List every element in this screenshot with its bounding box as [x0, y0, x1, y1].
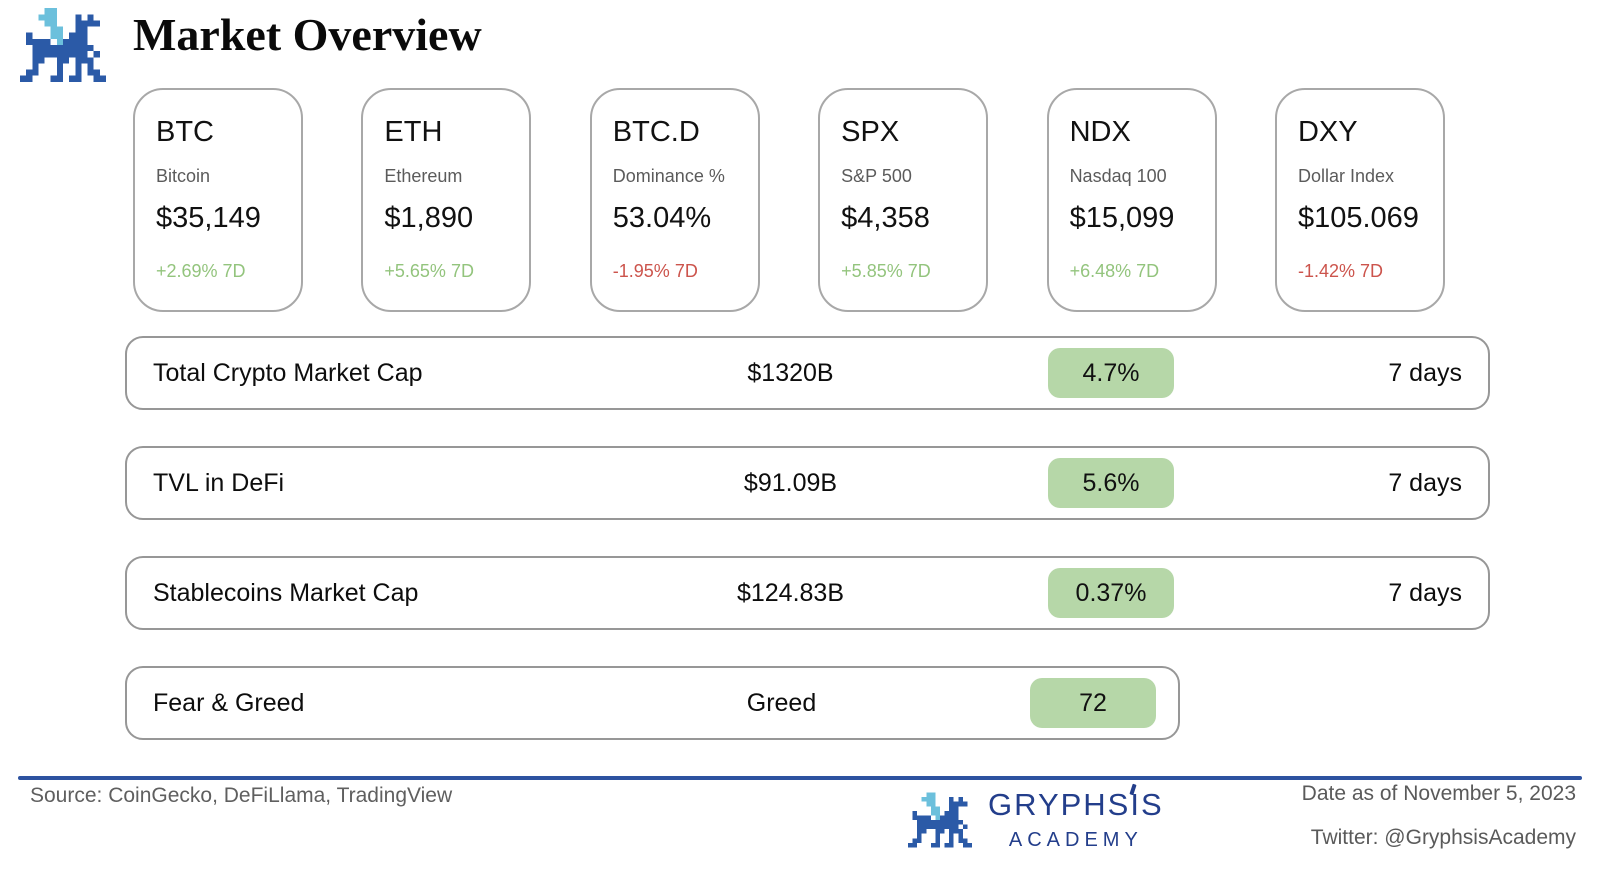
gryphsis-dragon-footer-icon — [908, 792, 972, 848]
metric-value: Greed — [746, 688, 817, 717]
page-title: Market Overview — [133, 9, 482, 60]
metric-label: Stablecoins Market Cap — [153, 578, 419, 607]
metric-change-badge: 5.6% — [1048, 458, 1174, 508]
metric-row-tvl-defi: TVL in DeFi $91.09B 5.6% 7 days — [125, 446, 1490, 520]
ticker-change-7d: +5.85% 7D — [841, 261, 931, 281]
brand-subtitle: ACADEMY — [1008, 829, 1143, 852]
ticker-name: S&P 500 — [841, 166, 912, 186]
brand-text: GRYPHSIS ACADEMY — [988, 787, 1164, 852]
ticker-name: Ethereum — [384, 166, 463, 186]
ticker-change-7d: -1.95% 7D — [612, 261, 698, 281]
ticker-symbol: NDX — [1069, 116, 1131, 148]
ticker-symbol: SPX — [841, 116, 900, 148]
report-date: Date as of November 5, 2023 — [1301, 782, 1576, 805]
metric-value: $124.83B — [736, 578, 845, 607]
metric-period: 7 days — [1388, 358, 1462, 387]
metric-row-total-crypto-market-cap: Total Crypto Market Cap $1320B 4.7% 7 da… — [125, 336, 1490, 410]
metric-period: 7 days — [1388, 468, 1462, 497]
source-attribution: Source: CoinGecko, DeFiLlama, TradingVie… — [30, 784, 453, 807]
metric-value: $91.09B — [743, 468, 838, 497]
metric-rows: Total Crypto Market Cap $1320B 4.7% 7 da… — [125, 336, 1490, 776]
ticker-value: $4,358 — [841, 202, 930, 234]
footer-brand: GRYPHSIS ACADEMY — [908, 780, 1164, 852]
ticker-card-spx: SPX S&P 500 $4,358 +5.85% 7D — [818, 88, 989, 312]
ticker-card-btc-dominance: BTC.D Dominance % 53.04% -1.95% 7D — [589, 88, 760, 312]
metric-change-badge: 4.7% — [1048, 348, 1174, 398]
ticker-symbol: DXY — [1297, 116, 1358, 148]
ticker-name: Dollar Index — [1297, 166, 1394, 186]
ticker-value: $1,890 — [384, 202, 474, 234]
metric-label: Fear & Greed — [153, 688, 305, 717]
twitter-handle: Twitter: @GryphsisAcademy — [1310, 826, 1576, 849]
metric-row-stablecoins-market-cap: Stablecoins Market Cap $124.83B 0.37% 7 … — [125, 556, 1490, 630]
ticker-cards-row: BTC Bitcoin $35,149 +2.69% 7D ETH Ethere… — [133, 88, 1445, 312]
ticker-name: Nasdaq 100 — [1069, 166, 1167, 186]
brand-name: GRYPHSIS — [988, 787, 1164, 822]
metric-period: 7 days — [1388, 578, 1462, 607]
ticker-change-7d: +6.48% 7D — [1069, 261, 1160, 281]
metric-label: Total Crypto Market Cap — [153, 358, 423, 387]
ticker-symbol: BTC — [156, 116, 214, 148]
ticker-value: $15,099 — [1069, 202, 1175, 234]
metric-label: TVL in DeFi — [153, 468, 285, 497]
ticker-change-7d: +5.65% 7D — [384, 261, 474, 281]
metric-row-fear-greed: Fear & Greed Greed 72 — [125, 666, 1180, 740]
ticker-symbol: BTC.D — [612, 116, 700, 148]
ticker-value: 53.04% — [612, 202, 712, 234]
ticker-name: Bitcoin — [156, 166, 211, 186]
ticker-card-eth: ETH Ethereum $1,890 +5.65% 7D — [361, 88, 532, 312]
ticker-value: $105.069 — [1297, 202, 1419, 234]
ticker-name: Dominance % — [612, 166, 725, 186]
metric-value: $1320B — [747, 358, 834, 387]
ticker-change-7d: -1.42% 7D — [1297, 261, 1383, 281]
ticker-card-dxy: DXY Dollar Index $105.069 -1.42% 7D — [1274, 88, 1445, 312]
gryphsis-dragon-logo-icon — [20, 8, 106, 82]
ticker-change-7d: +2.69% 7D — [156, 261, 246, 281]
ticker-card-btc: BTC Bitcoin $35,149 +2.69% 7D — [133, 88, 303, 312]
footer-divider-line — [18, 776, 1582, 780]
metric-change-badge: 0.37% — [1048, 568, 1174, 618]
ticker-value: $35,149 — [156, 202, 261, 234]
ticker-card-ndx: NDX Nasdaq 100 $15,099 +6.48% 7D — [1046, 88, 1217, 312]
ticker-symbol: ETH — [384, 116, 443, 148]
footer-meta: Date as of November 5, 2023 Twitter: @Gr… — [1302, 782, 1576, 850]
metric-change-badge: 72 — [1030, 678, 1156, 728]
